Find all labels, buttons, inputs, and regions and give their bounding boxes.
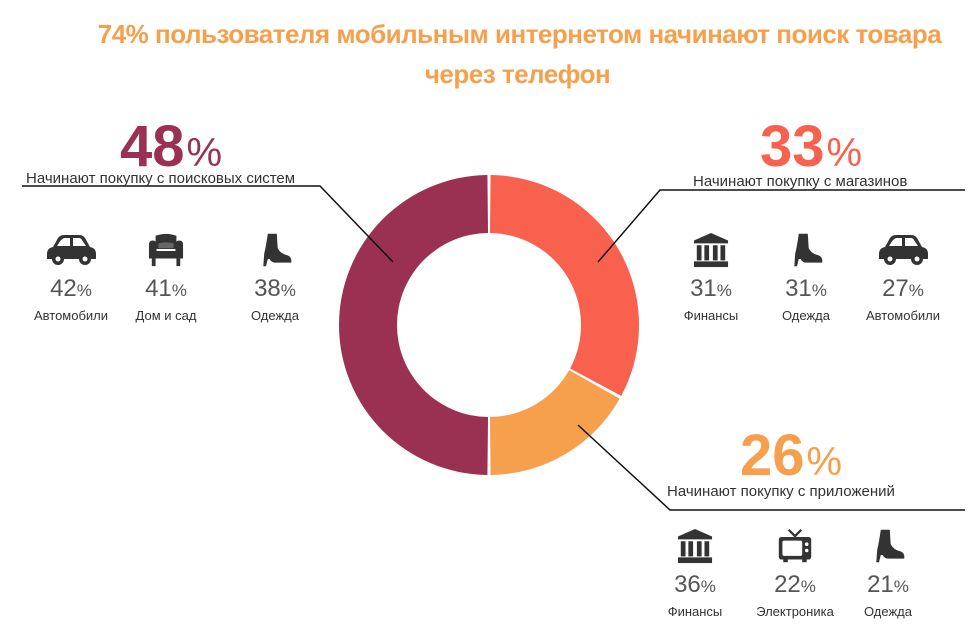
item-value: 21% — [867, 571, 909, 598]
item-label: Финансы — [667, 604, 723, 619]
search-item-home: 41% Дом и сад — [111, 232, 221, 323]
boot-icon — [786, 232, 826, 268]
apps-item-clothes: 21% Одежда — [833, 528, 943, 619]
item-value: 36% — [674, 571, 716, 598]
item-value: 42% — [50, 275, 92, 302]
apps-item-electronics: 22% Электроника — [740, 528, 850, 619]
search-caption: Начинают покупку с поисковых систем — [26, 170, 296, 187]
item-label: Автомобили — [33, 308, 109, 323]
apps-item-finance: 36% Финансы — [640, 528, 750, 619]
stores-item-clothes: 31% Одежда — [751, 232, 861, 323]
boot-icon — [255, 232, 295, 268]
item-label: Одежда — [250, 308, 299, 323]
item-value: 38% — [254, 275, 296, 302]
car-icon — [43, 232, 99, 268]
donut-slice-0 — [489, 175, 639, 396]
tv-icon — [775, 528, 815, 564]
item-value: 27% — [882, 275, 924, 302]
item-value: 31% — [785, 275, 827, 302]
item-value: 41% — [145, 275, 187, 302]
item-value: 22% — [774, 571, 816, 598]
item-label: Электроника — [756, 604, 834, 619]
leader-line-apps — [577, 424, 965, 511]
donut-slice-2 — [339, 175, 489, 475]
search-big-pct: % — [186, 131, 223, 175]
chart-title: 74% пользователя мобильным интернетом на… — [0, 14, 977, 94]
apps-big-number: 26 — [740, 423, 805, 488]
stores-item-finance: 31% Финансы — [656, 232, 766, 323]
search-item-clothes: 38% Одежда — [220, 232, 330, 323]
bank-icon — [675, 528, 715, 564]
stores-item-cars: 27% Автомобили — [848, 232, 958, 323]
item-label: Одежда — [781, 308, 830, 323]
donut-slice-1 — [489, 370, 620, 475]
title-line-2: через телефон — [424, 59, 611, 89]
item-label: Автомобили — [865, 308, 941, 323]
search-big-number: 48 — [120, 114, 185, 179]
apps-caption: Начинают покупку с приложений — [667, 483, 895, 500]
search-big-value: 48% — [120, 118, 222, 182]
item-label: Одежда — [863, 604, 912, 619]
armchair-icon — [146, 232, 186, 268]
item-label: Дом и сад — [135, 308, 197, 323]
item-value: 31% — [690, 275, 732, 302]
boot-icon — [868, 528, 908, 564]
leader-line-search — [22, 185, 394, 263]
stores-big-pct: % — [826, 131, 863, 175]
car-icon — [875, 232, 931, 268]
title-line-1: 74% пользователя мобильным интернетом на… — [97, 19, 942, 49]
stores-caption: Начинают покупку с магазинов — [693, 173, 908, 190]
item-label: Финансы — [683, 308, 739, 323]
search-item-cars: 42% Автомобили — [16, 232, 126, 323]
stores-big-number: 33 — [760, 114, 825, 179]
apps-big-value: 26% — [740, 427, 842, 491]
donut-slices — [339, 175, 639, 475]
stores-big-value: 33% — [760, 118, 862, 182]
leader-line-stores — [597, 189, 965, 263]
apps-big-pct: % — [806, 440, 843, 484]
bank-icon — [691, 232, 731, 268]
